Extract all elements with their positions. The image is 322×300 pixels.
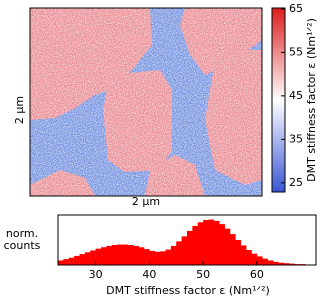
colorbar-tick-label: 45 (289, 89, 303, 102)
hist-bar (224, 228, 231, 265)
hist-bar (251, 253, 258, 265)
hist-bar (192, 225, 199, 265)
hist-bar (101, 247, 107, 265)
hist-bar (165, 249, 172, 265)
colorbar-tick-label: 65 (289, 2, 303, 15)
hist-bar (262, 258, 268, 265)
hist-ylabel: norm. counts (3, 227, 41, 252)
hist-bar (256, 256, 263, 265)
hist-bar (208, 219, 215, 265)
map (30, 8, 262, 196)
hist-bar (176, 241, 182, 265)
hist-bar (283, 263, 290, 265)
map-frame (29, 7, 263, 197)
hist-bar (230, 234, 236, 265)
hist-bar (144, 249, 150, 265)
hist-bar (79, 254, 86, 265)
hist-bar (122, 244, 129, 265)
hist-bar (63, 259, 70, 265)
x-tick-label: 50 (196, 268, 210, 281)
hist-bar (273, 261, 279, 265)
hist-bar (240, 245, 247, 265)
hist-bar (246, 250, 252, 265)
x-tick-label: 60 (250, 268, 264, 281)
hist-bar (289, 263, 295, 265)
hist-bar (154, 251, 161, 265)
colorbar-label: DMT stiffness factor ε (Nm¹ᐟ²) (305, 18, 318, 182)
hist-bar (68, 257, 75, 265)
map-ylabel: 2 μm (13, 96, 26, 124)
hist-bar (181, 236, 188, 265)
hist-bar (197, 222, 204, 265)
hist-bar (213, 220, 220, 265)
hist-bar (84, 252, 91, 265)
hist-bar (170, 245, 177, 265)
hist-bar (149, 250, 156, 265)
hist-bar (235, 240, 242, 265)
colorbar-tick-label: 35 (289, 132, 303, 145)
hist-frame (57, 214, 317, 266)
hist-bar (278, 262, 285, 265)
colorbar-tick-label: 55 (289, 45, 303, 58)
hist-bar (219, 224, 225, 265)
map-xlabel: 2 μm (132, 195, 160, 208)
hist-bar (111, 245, 118, 265)
hist-bar (160, 251, 166, 265)
colorbar-tick-label: 25 (289, 176, 303, 189)
hist-bar (187, 230, 193, 265)
hist-bar (90, 250, 96, 265)
hist-bar (203, 220, 209, 265)
hist-bar (74, 255, 80, 265)
hist-bar (127, 245, 134, 265)
hist-bar (95, 248, 102, 265)
hist-bar (133, 245, 139, 265)
hist-bar (138, 247, 145, 265)
hist-bar (58, 260, 64, 265)
colorbar (271, 7, 286, 193)
x-tick-label: 40 (142, 268, 156, 281)
hist-bar (106, 245, 113, 265)
hist-bar (117, 244, 123, 265)
hist-bar (267, 260, 274, 265)
hist-xlabel: DMT stiffness factor ε (Nm¹ᐟ²) (106, 284, 270, 297)
x-tick-label: 30 (89, 268, 103, 281)
